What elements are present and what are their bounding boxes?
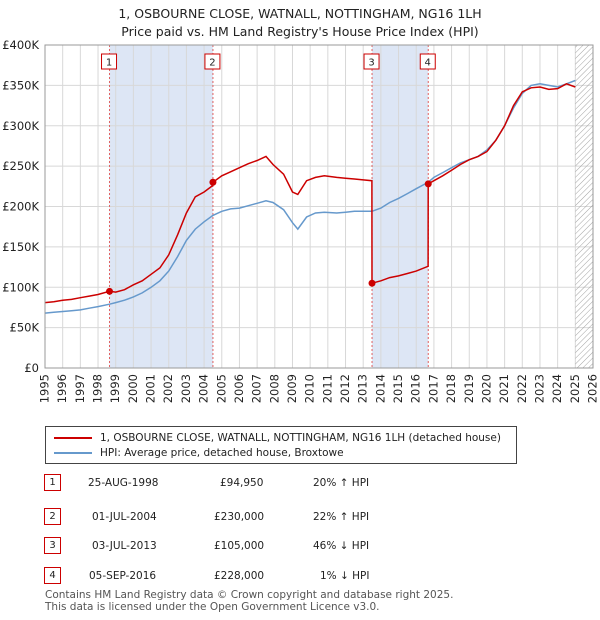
x-tick-label: 2014: [373, 374, 387, 403]
sale-number-label: 2: [209, 58, 215, 69]
transaction-price: £94,950: [220, 477, 264, 489]
footer-licence: This data is licensed under the Open Gov…: [45, 601, 380, 613]
forecast-hatch: [575, 45, 593, 368]
x-tick-label: 1997: [73, 374, 87, 403]
sale-number-label: 1: [106, 58, 112, 69]
transaction-row: 2 01-JUL-2004 £230,000 22% ↑ HPI: [0, 508, 600, 528]
x-tick-label: 2020: [479, 374, 493, 403]
price-chart: £0 £50K £100K £150K £200K £250K £300K £350K £400…: [2, 38, 600, 403]
transaction-row: 4 05-SEP-2016 £228,000 1% ↓ HPI: [0, 567, 600, 587]
x-tick-label: 2024: [550, 374, 564, 403]
chart-title: 1, OSBOURNE CLOSE, WATNALL, NOTTINGHAM, …: [118, 6, 482, 21]
legend-item-hpi: HPI: Average price, detached house, Brox…: [54, 446, 344, 460]
transaction-date: 03-JUL-2013: [92, 540, 157, 552]
x-tick-label: 2012: [338, 374, 352, 403]
x-tick-label: 2010: [303, 374, 317, 403]
y-tick-label: £200K: [2, 200, 39, 214]
x-tick-label: 2019: [462, 374, 476, 403]
transaction-hpi-change: 20% ↑ HPI: [313, 477, 370, 489]
x-tick-label: 2003: [179, 374, 193, 403]
x-tick-label: 2023: [532, 374, 546, 403]
transaction-row: 3 03-JUL-2013 £105,000 46% ↓ HPI: [0, 537, 600, 557]
x-tick-label: 2007: [250, 374, 264, 403]
y-tick-label: £300K: [2, 119, 39, 133]
y-tick-label: £400K: [2, 38, 39, 52]
x-tick-label: 1995: [38, 374, 52, 403]
x-tick-label: 2001: [144, 374, 158, 403]
y-tick-label: £0: [24, 361, 39, 375]
y-tick-label: £350K: [2, 78, 39, 92]
y-tick-label: £250K: [2, 159, 39, 173]
transaction-hpi-change: 46% ↓ HPI: [313, 540, 370, 552]
x-tick-label: 2025: [568, 374, 582, 403]
plot-border: [44, 44, 594, 369]
sale-point: [424, 180, 432, 188]
transaction-date: 25-AUG-1998: [88, 477, 159, 489]
x-tick-label: 1998: [91, 374, 105, 403]
y-tick-label: £150K: [2, 240, 39, 254]
transaction-number: 3: [44, 537, 61, 554]
x-tick-label: 2011: [320, 374, 334, 403]
sale-number-box: [204, 53, 221, 70]
transaction-date: 01-JUL-2004: [92, 511, 157, 523]
x-tick-label: 2000: [126, 374, 140, 403]
x-tick-label: 2006: [232, 374, 246, 403]
y-tick-label: £100K: [2, 280, 39, 294]
y-tick-label: £50K: [10, 321, 40, 335]
sale-number-label: 4: [425, 58, 431, 69]
legend-label-property: 1, OSBOURNE CLOSE, WATNALL, NOTTINGHAM, …: [100, 432, 501, 444]
x-tick-label: 1996: [55, 374, 69, 403]
transaction-price: £230,000: [214, 511, 265, 523]
x-tick-label: 2004: [197, 374, 211, 403]
x-tick-label: 2008: [267, 374, 281, 403]
transaction-date: 05-SEP-2016: [89, 570, 157, 582]
x-tick-label: 2009: [285, 374, 299, 403]
transaction-price: £105,000: [214, 540, 265, 552]
x-tick-label: 2015: [391, 374, 405, 403]
sale-point: [106, 287, 114, 295]
property-price-line: [45, 82, 576, 304]
sale-number-box: [363, 53, 380, 70]
sale-number-box: [419, 53, 436, 70]
transaction-number: 1: [44, 474, 61, 491]
sale-number-box: [101, 53, 118, 70]
x-tick-label: 2022: [515, 374, 529, 403]
x-tick-label: 2017: [426, 374, 440, 403]
x-tick-label: 2021: [497, 374, 511, 403]
transaction-price: £228,000: [214, 570, 265, 582]
x-tick-label: 2002: [161, 374, 175, 403]
transaction-row: 1 25-AUG-1998 £94,950 20% ↑ HPI: [0, 474, 600, 494]
sale-point: [368, 279, 376, 287]
x-tick-label: 1999: [108, 374, 122, 403]
sale-point: [209, 178, 217, 186]
x-tick-label: 2013: [356, 374, 370, 403]
x-tick-label: 2018: [444, 374, 458, 403]
legend-swatch-property: [54, 437, 92, 439]
legend: 1, OSBOURNE CLOSE, WATNALL, NOTTINGHAM, …: [45, 426, 517, 464]
transaction-hpi-change: 22% ↑ HPI: [313, 511, 370, 523]
x-tick-label: 2026: [586, 374, 600, 403]
legend-item-property: 1, OSBOURNE CLOSE, WATNALL, NOTTINGHAM, …: [54, 431, 501, 445]
legend-swatch-hpi: [54, 452, 92, 454]
footer: Contains HM Land Registry data © Crown c…: [45, 589, 453, 613]
chart-subtitle: Price paid vs. HM Land Registry's House …: [121, 24, 479, 39]
x-tick-label: 2016: [409, 374, 423, 403]
x-tick-label: 2005: [214, 374, 228, 403]
hpi-line: [45, 79, 576, 314]
transaction-number: 2: [44, 508, 61, 525]
sale-number-label: 3: [368, 58, 374, 69]
transaction-hpi-change: 1% ↓ HPI: [320, 570, 370, 582]
transaction-number: 4: [44, 567, 61, 584]
footer-copyright: Contains HM Land Registry data © Crown c…: [45, 589, 454, 601]
legend-label-hpi: HPI: Average price, detached house, Brox…: [100, 447, 344, 459]
